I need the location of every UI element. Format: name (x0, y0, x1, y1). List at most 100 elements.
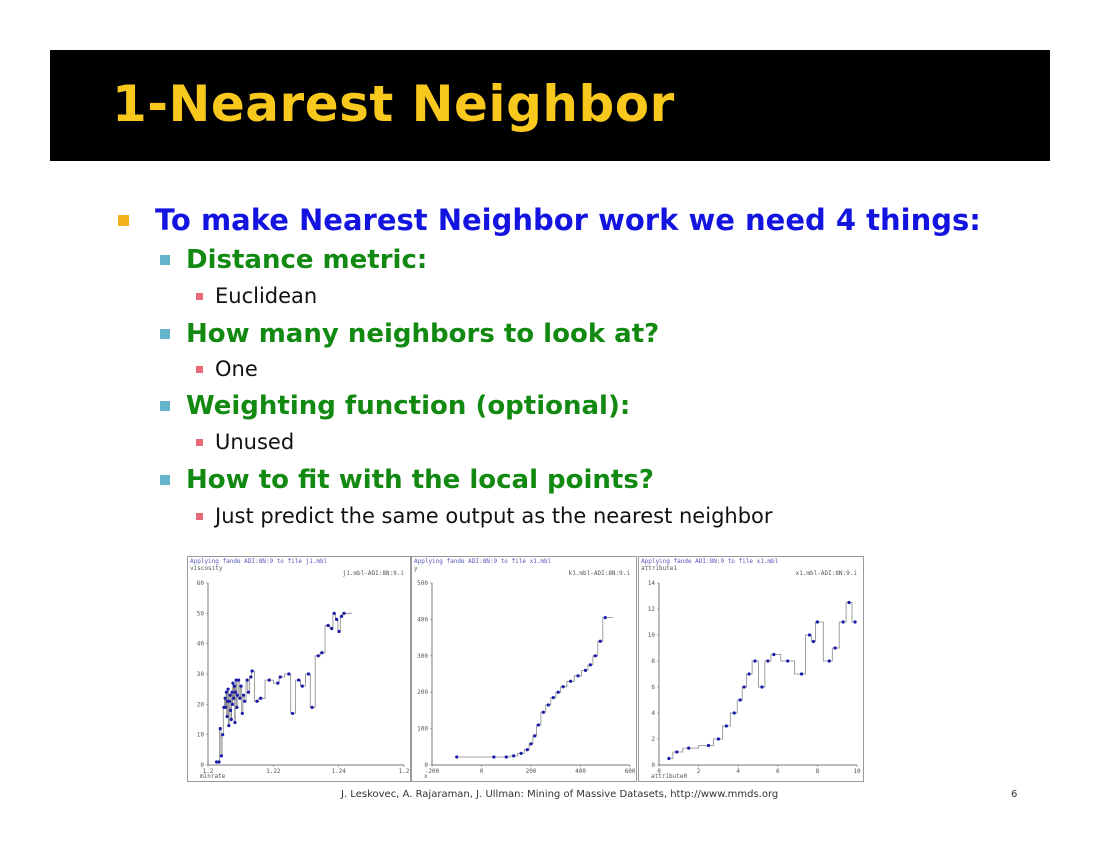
x-tick-label: -200 (425, 768, 440, 775)
y-tick-label: 40 (197, 641, 205, 648)
y-tick-label: 400 (417, 616, 428, 623)
data-point (724, 724, 728, 728)
fit-line (216, 612, 352, 763)
data-point (287, 672, 291, 676)
data-point (330, 626, 334, 631)
x-tick-label: 400 (575, 768, 586, 775)
x-tick-label: 0 (657, 768, 661, 775)
y-tick-label: 0 (424, 762, 428, 769)
answer-text: One (215, 357, 258, 381)
data-point (598, 639, 602, 643)
plot-3-title: Applying fande ADI:8N:9 to file x1.mbl (641, 558, 779, 565)
data-point (342, 611, 346, 615)
data-point (225, 714, 229, 719)
data-point (241, 693, 246, 697)
x-tick-label: 2 (697, 768, 701, 775)
data-point (853, 620, 857, 624)
bullet-square-icon (196, 365, 203, 373)
y-tick-label: 0 (651, 762, 655, 769)
data-point (841, 620, 845, 624)
data-point (588, 663, 592, 667)
data-point (847, 600, 851, 605)
y-tick-label: 10 (648, 632, 656, 639)
data-point (603, 615, 607, 620)
bullet-square-icon (196, 292, 203, 300)
answer-distance-metric: Euclidean (196, 281, 317, 311)
sub-bullet-text: How many neighbors to look at? (186, 319, 660, 349)
y-tick-label: 10 (197, 732, 205, 739)
data-point (772, 652, 776, 657)
data-point (219, 754, 224, 758)
legend-label: x1.mbl-ADI:8N:9.i (796, 570, 858, 577)
x-tick-label: 200 (526, 768, 537, 775)
data-point (226, 687, 230, 691)
y-tick-label: 0 (200, 762, 204, 769)
data-point (339, 614, 344, 618)
slide-title: 1-Nearest Neighbor (112, 75, 675, 133)
data-point (259, 696, 263, 700)
y-tick-label: 2 (651, 736, 655, 743)
data-point (237, 678, 241, 682)
data-point (228, 693, 232, 697)
data-point (214, 760, 219, 764)
bullet-square-icon (160, 401, 170, 411)
data-point (231, 681, 235, 685)
data-point (316, 654, 320, 658)
data-point (227, 699, 232, 703)
x-tick-label: 1.22 (266, 768, 281, 775)
data-point (332, 611, 336, 615)
sub-bullet-neighbors: How many neighbors to look at? (160, 314, 659, 354)
data-point (675, 750, 679, 754)
data-point (246, 690, 251, 694)
answer-neighbors: One (196, 354, 258, 384)
data-point (492, 755, 496, 759)
data-point (541, 710, 545, 714)
data-point (232, 696, 236, 700)
data-point (267, 678, 271, 682)
data-point (230, 690, 234, 694)
plot-1-xlabel: minrate (200, 773, 226, 780)
data-point (249, 675, 253, 679)
data-point (576, 674, 580, 678)
data-point (593, 654, 597, 658)
y-tick-label: 14 (648, 580, 656, 587)
data-point (716, 737, 720, 741)
plot-3: 0 2 4 6 8 10 12 14 0 2 4 6 8 10 x1.mbl-ADI:8N:9.i Appl… (638, 556, 864, 782)
data-point (519, 751, 523, 755)
data-point (233, 690, 238, 694)
data-point (833, 646, 837, 650)
sub-bullet-distance-metric: Distance metric: (160, 240, 427, 280)
plot-3-ylabel: attribute1 (641, 565, 678, 572)
y-tick-label: 12 (648, 606, 656, 613)
data-point (306, 672, 311, 676)
answer-text: Euclidean (215, 284, 318, 308)
data-point (556, 690, 560, 694)
sub-bullet-fit: How to fit with the local points? (160, 460, 654, 500)
data-point (799, 672, 804, 676)
bullet-square-icon (160, 255, 170, 265)
fit-line (668, 602, 857, 759)
plot-3-svg: 0 2 4 6 8 10 12 14 0 2 4 6 8 10 x1.mbl-ADI:8N:9.i (648, 570, 861, 775)
data-point (255, 699, 259, 703)
data-point (229, 717, 233, 722)
y-tick-label: 500 (417, 580, 428, 587)
title-bar: 1-Nearest Neighbor (50, 50, 1050, 161)
y-tick-label: 30 (197, 671, 205, 678)
data-point (230, 702, 235, 706)
data-point (561, 685, 565, 689)
data-point (738, 698, 742, 702)
data-point (732, 711, 736, 715)
main-bullet: To make Nearest Neighbor work we need 4 … (118, 197, 981, 243)
data-point (218, 727, 222, 731)
data-point (297, 678, 301, 682)
data-point (706, 743, 711, 748)
data-point (529, 742, 533, 746)
data-point (667, 756, 671, 761)
data-point (250, 669, 254, 673)
data-point (786, 659, 790, 663)
y-tick-label: 8 (651, 658, 655, 665)
data-point (827, 659, 831, 663)
bullet-square-icon (118, 214, 129, 226)
main-bullet-text: To make Nearest Neighbor work we need 4 … (155, 203, 981, 237)
y-tick-label: 60 (197, 580, 205, 587)
